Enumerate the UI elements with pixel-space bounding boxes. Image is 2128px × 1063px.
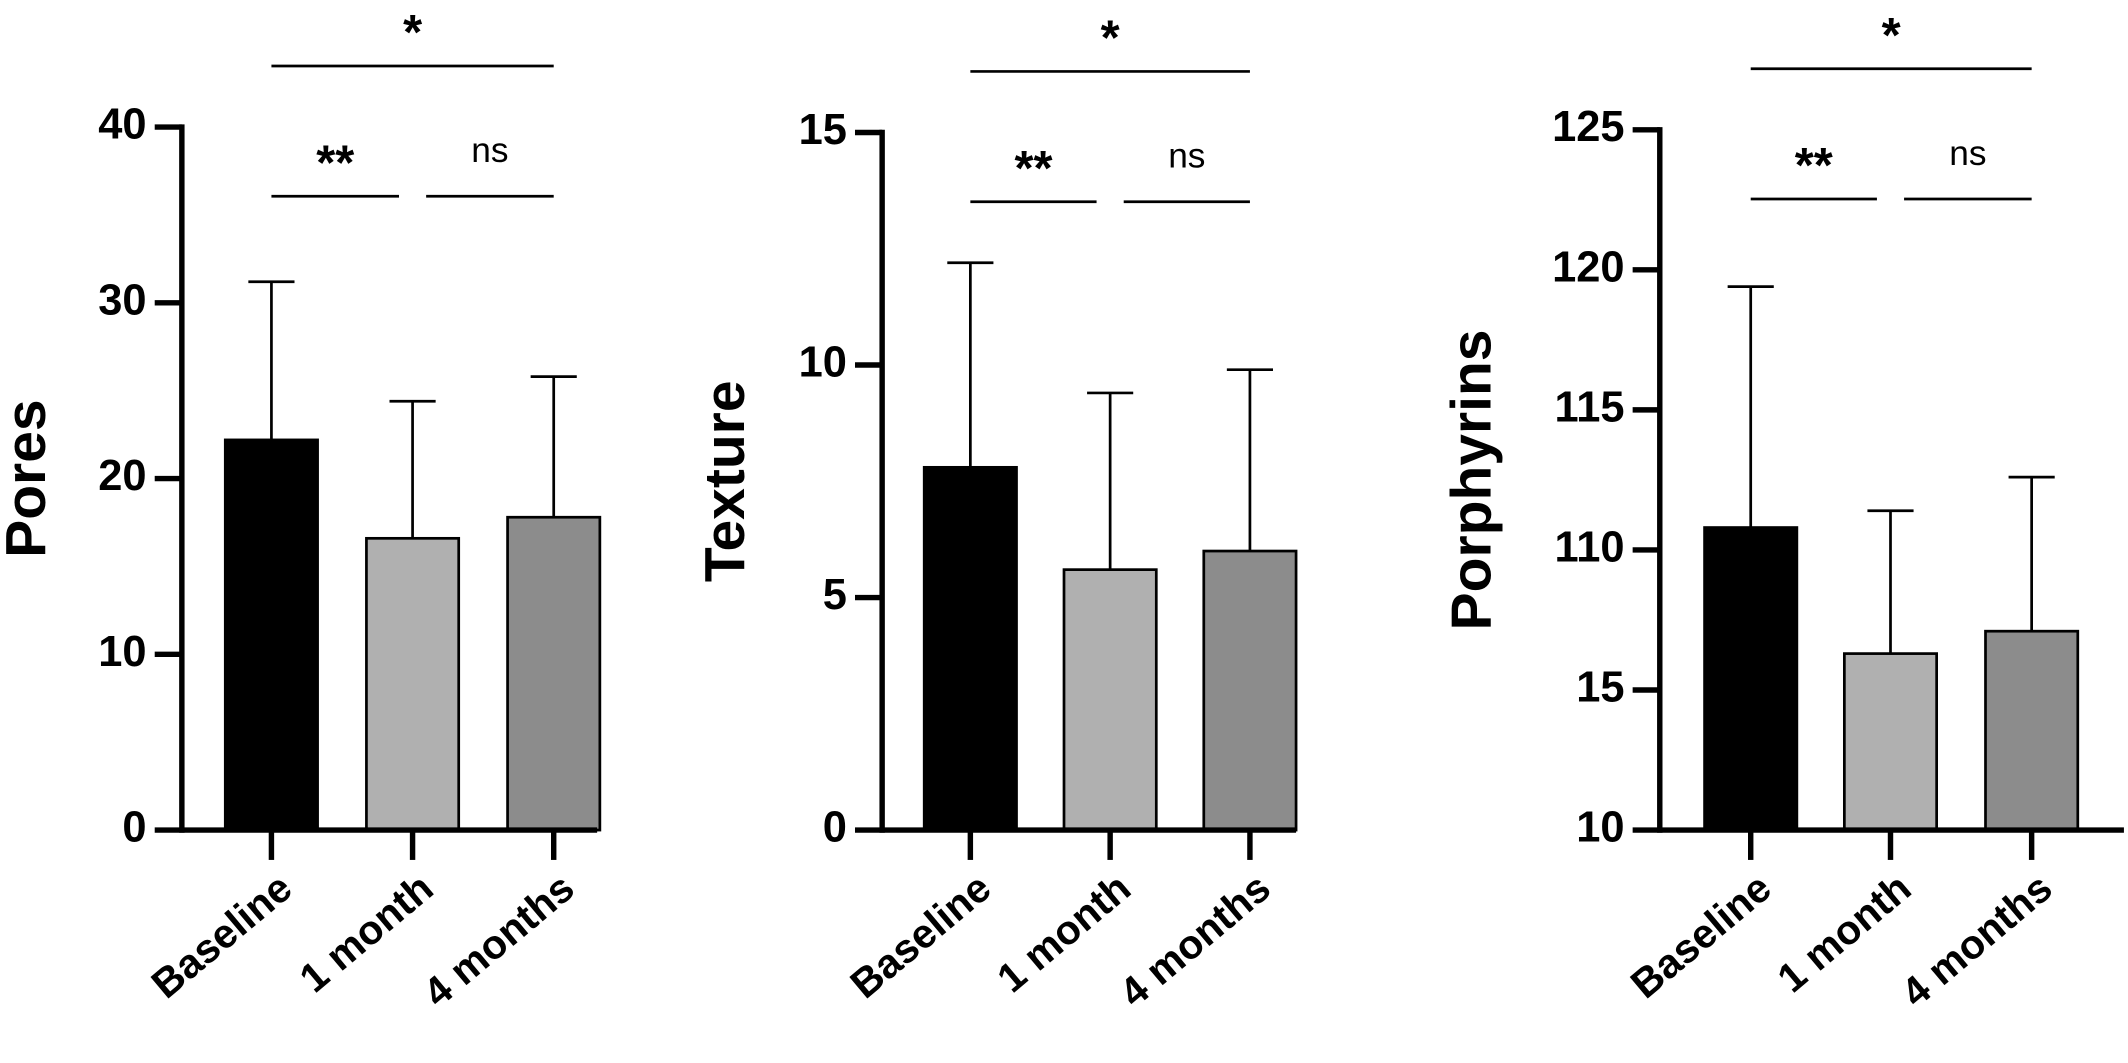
significance-label: ** (316, 136, 354, 190)
y-tick-label: 20 (98, 452, 146, 500)
y-tick-label: 10 (799, 338, 847, 386)
significance-label: ** (1014, 142, 1052, 196)
significance-label: ** (1795, 139, 1833, 193)
y-axis-title: Pores (0, 399, 58, 557)
y-tick-label: 120 (1552, 243, 1624, 291)
y-axis-title: Porphyrins (1439, 330, 1503, 631)
x-tick-label: 4 months (1892, 864, 2060, 1016)
bar (1062, 568, 1158, 832)
bar (1984, 629, 2080, 832)
bar (365, 536, 461, 832)
y-tick-label: 15 (1576, 663, 1624, 711)
x-tick-label: Baseline (842, 864, 1000, 1007)
y-tick-label: 15 (799, 106, 847, 154)
x-tick-label: 4 months (1111, 864, 1279, 1016)
y-tick-label: 30 (98, 276, 146, 324)
x-tick-label: 4 months (415, 864, 583, 1016)
significance-label: ns (1168, 137, 1205, 176)
y-tick-label: 10 (1576, 804, 1624, 852)
bar (1202, 549, 1298, 832)
y-tick-label: 110 (1554, 523, 1624, 571)
y-tick-label: 0 (823, 804, 847, 852)
significance-label: ns (1949, 134, 1986, 173)
y-tick-label: 115 (1554, 383, 1624, 431)
y-tick-label: 0 (122, 804, 146, 852)
y-axis-title: Texture (693, 380, 757, 582)
y-tick-label: 40 (98, 101, 146, 149)
x-tick-label: Baseline (1622, 864, 1780, 1007)
y-tick-label: 125 (1552, 103, 1624, 151)
x-tick-label: Baseline (143, 864, 301, 1007)
significance-label: ns (471, 131, 508, 170)
significance-label: * (1101, 11, 1120, 65)
bar (1843, 652, 1938, 832)
bar (223, 438, 319, 832)
significance-label: * (403, 6, 422, 60)
bar (922, 465, 1018, 832)
y-tick-label: 10 (98, 628, 146, 676)
bar (506, 515, 602, 832)
significance-label: * (1882, 9, 1901, 63)
y-tick-label: 5 (823, 571, 847, 619)
bar (1703, 526, 1799, 832)
